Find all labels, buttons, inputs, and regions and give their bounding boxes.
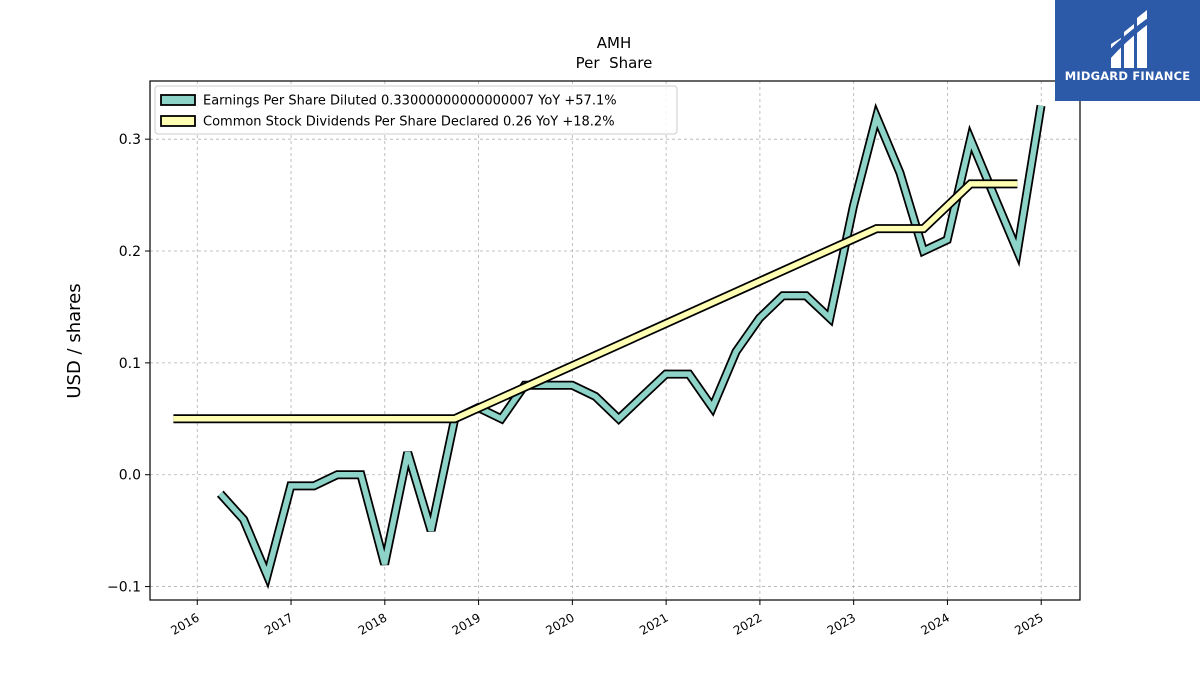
legend-swatch [160,115,196,127]
x-tick-label: 2021 [637,610,670,637]
y-tick-label: 0.2 [119,244,141,260]
y-tick-label: 0.1 [119,356,141,372]
y-tick-label: −0.1 [107,580,141,596]
legend-box [154,85,678,135]
brand-name: MIDGARD FINANCE [1064,69,1191,83]
legend: Earnings Per Share Diluted 0.33000000000… [154,85,678,135]
plot-frame [149,80,1081,601]
x-tick-label: 2023 [825,610,858,637]
series-layer [173,102,1046,590]
legend-label: Common Stock Dividends Per Share Declare… [203,115,615,130]
x-tick-label: 2024 [918,610,951,637]
x-tick-label: 2020 [543,610,576,637]
chart-title: AMH [597,34,631,52]
x-tick-label: 2016 [168,610,201,637]
x-tick-label: 2025 [1012,610,1045,637]
legend-label: Earnings Per Share Diluted 0.33000000000… [203,94,617,109]
grid [150,81,1080,600]
series-outline-1 [173,179,1018,424]
series-line-1 [173,181,1018,422]
brand-logo: MIDGARD FINANCE [1055,0,1200,101]
y-tick-label: 0.0 [119,468,141,484]
x-tick-label: 2019 [450,610,483,637]
y-axis-label: USD / shares [64,283,85,398]
series-line-0 [218,105,1044,584]
x-tick-label: 2022 [731,610,764,637]
x-tick-label: 2018 [356,610,389,637]
chart-subtitle: Per Share [576,54,653,72]
x-tick-label: 2017 [262,610,295,637]
y-tick-label: 0.3 [119,132,141,148]
legend-swatch [160,94,196,106]
midgard-logo-icon [1105,10,1151,68]
